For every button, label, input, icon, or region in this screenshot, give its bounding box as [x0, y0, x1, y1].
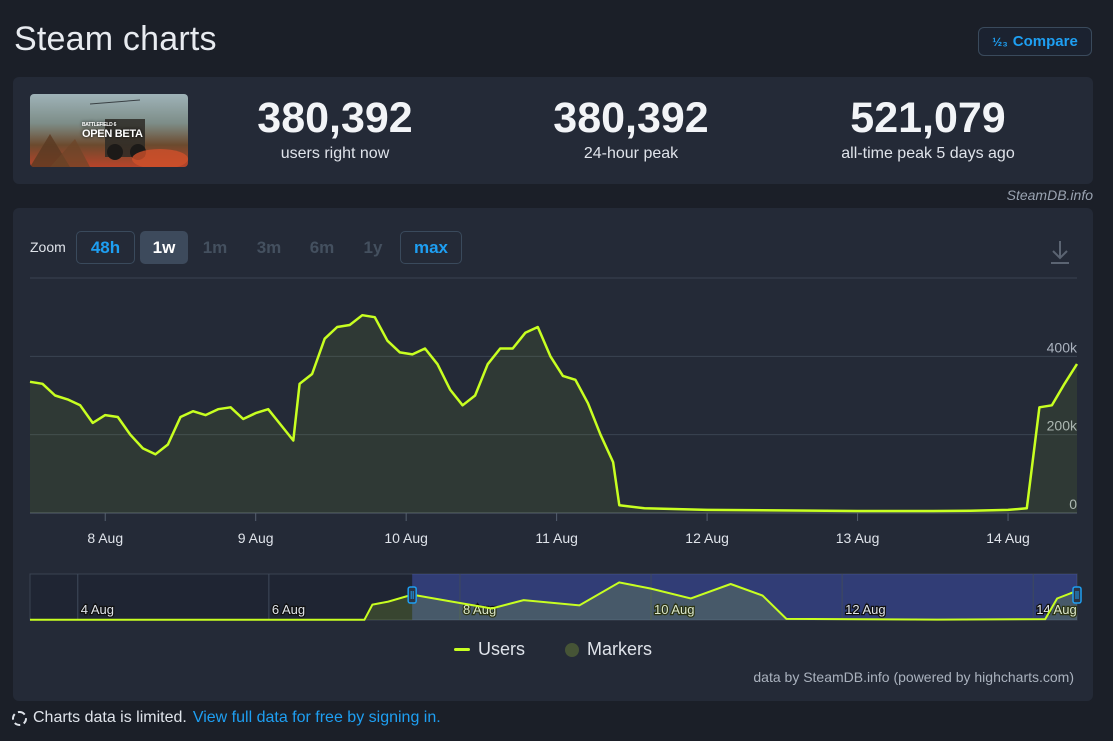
- thumbnail-art: [30, 99, 188, 167]
- x-tick-label: 8 Aug: [87, 530, 123, 546]
- stat-current-users: 380,392 users right now: [215, 93, 455, 163]
- footer-notice: Charts data is limited. View full data f…: [12, 709, 441, 727]
- fraction-icon: ½₃: [992, 34, 1008, 49]
- zoom-label: Zoom: [30, 239, 66, 255]
- legend-users[interactable]: Users: [453, 639, 525, 660]
- stat-label: 24-hour peak: [583, 145, 679, 162]
- navigator-line: [29, 581, 1078, 621]
- y-tick-label: 0: [1069, 496, 1077, 512]
- stat-value: 380,392: [257, 94, 413, 142]
- x-tick-label: 9 Aug: [238, 530, 274, 546]
- stat-all-time-peak: 521,079 all-time peak 5 days ago: [808, 93, 1048, 163]
- chart-card: Zoom 48h 1w 1m 3m 6m 1y max 0 200k 400k 8 A…: [13, 208, 1093, 701]
- navigator-tick-label: 4 Aug: [81, 602, 114, 617]
- source-credit: SteamDB.info: [1006, 187, 1093, 203]
- zoom-max-button[interactable]: max: [400, 231, 462, 264]
- stat-24h-peak: 380,392 24-hour peak: [511, 93, 751, 163]
- navigator-tick-label: 10 Aug: [654, 602, 695, 617]
- stat-label: all-time peak 5 days ago: [841, 145, 1015, 162]
- legend: Users Markers: [13, 639, 1093, 660]
- y-tick-label: 200k: [1047, 418, 1078, 434]
- users-series-line: [29, 313, 1079, 513]
- navigator-selection: [412, 574, 1077, 620]
- navigator-handle-left[interactable]: [407, 586, 417, 604]
- navigator-background: [29, 573, 1078, 621]
- x-tick-label: 14 Aug: [986, 530, 1030, 546]
- zoom-1m-button[interactable]: 1m: [202, 237, 228, 257]
- thumbnail-title: BATTLEFIELD 6 OPEN BETA: [82, 122, 143, 140]
- x-tick-label: 10 Aug: [384, 530, 428, 546]
- navigator-area: [30, 582, 1077, 620]
- x-tick-label: 11 Aug: [535, 530, 578, 546]
- sign-in-link[interactable]: View full data for free by signing in.: [192, 709, 441, 726]
- compare-label: Compare: [1012, 33, 1078, 50]
- zoom-1y-button[interactable]: 1y: [363, 237, 383, 257]
- stats-card: BATTLEFIELD 6 OPEN BETA 380,392 users ri…: [13, 77, 1093, 184]
- navigator-handle-right[interactable]: [1072, 586, 1082, 604]
- chart-credits: data by SteamDB.info (powered by highcha…: [753, 669, 1074, 685]
- legend-markers[interactable]: Markers: [565, 639, 652, 660]
- stat-value: 521,079: [850, 94, 1006, 142]
- stat-value: 380,392: [553, 94, 709, 142]
- zoom-1w-button[interactable]: 1w: [140, 231, 188, 264]
- footer-text: Charts data is limited.: [33, 709, 187, 726]
- legend-dot-icon: [565, 642, 579, 657]
- loading-circle-icon: [12, 710, 27, 726]
- download-icon[interactable]: [1049, 239, 1071, 265]
- page-title: Steam charts: [14, 20, 217, 58]
- x-tick-label: 13 Aug: [836, 530, 880, 546]
- legend-line-icon: [453, 648, 470, 651]
- x-tick-label: 12 Aug: [685, 530, 729, 546]
- stat-label: users right now: [280, 145, 390, 162]
- compare-button[interactable]: ½₃ Compare: [978, 27, 1092, 56]
- zoom-3m-button[interactable]: 3m: [256, 237, 282, 257]
- navigator-tick-label: 12 Aug: [845, 602, 886, 617]
- game-thumbnail[interactable]: BATTLEFIELD 6 OPEN BETA: [30, 94, 188, 167]
- navigator-tick-label: 14 Aug: [1036, 602, 1077, 617]
- zoom-48h-button[interactable]: 48h: [76, 231, 135, 264]
- zoom-6m-button[interactable]: 6m: [309, 237, 335, 257]
- navigator-tick-label: 6 Aug: [272, 602, 305, 617]
- users-area: [30, 315, 1077, 513]
- main-chart[interactable]: 0 200k 400k 8 Aug 9 Aug 10 Aug 11 Aug 12 Aug 13 …: [13, 270, 1093, 615]
- y-tick-label: 400k: [1047, 339, 1078, 355]
